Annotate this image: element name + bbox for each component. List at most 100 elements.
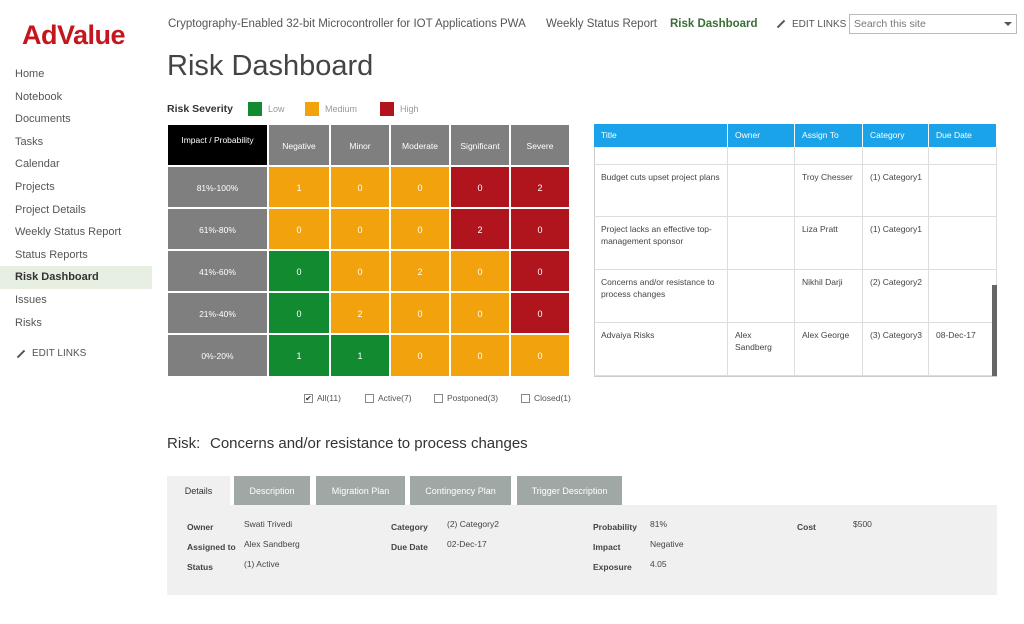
field-label: Status	[187, 562, 213, 572]
table-cell[interactable]: (3) Category3	[863, 323, 929, 376]
side-nav-link[interactable]: Risk Dashboard	[15, 271, 99, 284]
matrix-column-header: Negative	[268, 124, 330, 166]
matrix-cell[interactable]: 0	[330, 250, 390, 292]
table-cell[interactable]	[929, 270, 997, 323]
field-label: Probability	[593, 522, 637, 532]
matrix-cell[interactable]: 2	[330, 292, 390, 334]
matrix-row-label: 61%-80%	[167, 208, 268, 250]
side-nav-link[interactable]: Risks	[15, 316, 42, 329]
legend-title: Risk Severity	[167, 103, 233, 115]
field-value: Swati Trivedi	[244, 519, 293, 529]
legend-swatch	[305, 102, 319, 116]
matrix-cell[interactable]: 0	[510, 292, 570, 334]
matrix-cell[interactable]: 1	[268, 166, 330, 208]
table-cell[interactable]	[929, 165, 997, 217]
side-nav-link[interactable]: Projects	[15, 181, 55, 193]
table-cell[interactable]: Project lacks an effective top-managemen…	[594, 217, 728, 270]
scrollbar-thumb	[992, 285, 997, 376]
edit-links[interactable]: EDIT LINKS	[792, 19, 847, 30]
matrix-cell[interactable]: 0	[390, 292, 450, 334]
table-cell[interactable]	[728, 270, 795, 323]
table-cell[interactable]: Advaiya Risks	[594, 323, 728, 376]
tab[interactable]: Description	[234, 476, 310, 506]
table-cell[interactable]: Alex Sandberg	[728, 323, 795, 376]
matrix-cell[interactable]: 0	[330, 166, 390, 208]
table-cell[interactable]: Troy Chesser	[795, 165, 863, 217]
matrix-cell[interactable]: 0	[450, 166, 510, 208]
matrix-row-label: 0%-20%	[167, 334, 268, 377]
matrix-cell[interactable]: 0	[268, 292, 330, 334]
search-box[interactable]: Search this site	[849, 14, 1017, 34]
risk-table	[594, 124, 997, 377]
top-nav-link[interactable]: Risk Dashboard	[670, 18, 758, 30]
side-nav-link[interactable]: Weekly Status Report	[15, 226, 122, 239]
search-dropdown[interactable]	[1004, 22, 1012, 26]
matrix-cell[interactable]: 0	[268, 250, 330, 292]
table-cell	[795, 147, 863, 165]
matrix-cell[interactable]: 0	[450, 334, 510, 377]
top-nav-link[interactable]: Cryptography-Enabled 32-bit Microcontrol…	[168, 18, 497, 30]
table-cell[interactable]: Concerns and/or resistance to process ch…	[594, 270, 728, 323]
risk-title: Concerns and/or resistance to process ch…	[210, 435, 528, 452]
table-cell	[929, 147, 997, 165]
matrix-cell[interactable]: 0	[330, 208, 390, 250]
filter-checkbox[interactable]	[521, 394, 530, 403]
matrix-cell[interactable]: 0	[268, 208, 330, 250]
table-cell[interactable]: Liza Pratt	[795, 217, 863, 270]
matrix-cell[interactable]: 0	[390, 166, 450, 208]
matrix-cell[interactable]: 2	[450, 208, 510, 250]
filter-checkbox[interactable]	[365, 394, 374, 403]
matrix-cell[interactable]: 2	[510, 166, 570, 208]
side-nav-link[interactable]: Documents	[15, 113, 71, 126]
field-value: 81%	[650, 519, 668, 529]
table-header: Category	[863, 124, 929, 147]
table-cell[interactable]: Budget cuts upset project plans	[594, 165, 728, 217]
edit-links[interactable]: EDIT LINKS	[32, 348, 87, 359]
matrix-cell[interactable]: 0	[510, 208, 570, 250]
filter-label[interactable]: All(11)	[317, 393, 341, 403]
filter-label[interactable]: Active(7)	[378, 393, 412, 403]
field-label: Assigned to	[187, 542, 236, 552]
matrix-cell[interactable]: 0	[510, 334, 570, 377]
field-label: Due Date	[391, 542, 428, 552]
tab[interactable]: Migration Plan	[316, 476, 405, 506]
table-cell[interactable]: (2) Category2	[863, 270, 929, 323]
side-nav-link[interactable]: Project Details	[15, 203, 86, 216]
filter-label[interactable]: Postponed(3)	[447, 393, 499, 403]
side-nav-link[interactable]: Issues	[15, 294, 47, 306]
matrix-cell[interactable]: 0	[390, 208, 450, 250]
matrix-cell[interactable]: 0	[450, 250, 510, 292]
legend-swatch	[380, 102, 394, 116]
top-nav-link[interactable]: Weekly Status Report	[546, 18, 658, 30]
matrix-cell[interactable]: 0	[390, 334, 450, 377]
table-header: Title	[594, 124, 728, 147]
table-cell[interactable]	[728, 165, 795, 217]
matrix-cell[interactable]: 0	[450, 292, 510, 334]
table-cell[interactable]: (1) Category1	[863, 165, 929, 217]
table-cell[interactable]: 08-Dec-17	[929, 323, 997, 376]
table-cell[interactable]: Alex George	[795, 323, 863, 376]
table-cell[interactable]	[728, 217, 795, 270]
side-nav-link[interactable]: Status Reports	[15, 248, 88, 261]
filter-checkbox[interactable]	[434, 394, 443, 403]
table-cell[interactable]	[929, 217, 997, 270]
top-nav-link[interactable]: PWA	[500, 18, 526, 30]
matrix-cell[interactable]: 1	[330, 334, 390, 377]
matrix-cell[interactable]: 2	[390, 250, 450, 292]
edit-icon	[16, 349, 26, 359]
field-label: Exposure	[593, 562, 632, 572]
table-cell[interactable]: (1) Category1	[863, 217, 929, 270]
tab[interactable]: Contingency Plan	[410, 476, 511, 506]
edit-icon	[776, 19, 786, 29]
matrix-cell[interactable]: 1	[268, 334, 330, 377]
filter-label[interactable]: Closed(1)	[534, 393, 571, 403]
table-cell[interactable]: Nikhil Darji	[795, 270, 863, 323]
side-nav-link[interactable]: Home	[15, 68, 45, 80]
matrix-cell[interactable]: 0	[510, 250, 570, 292]
side-nav-link[interactable]: Calendar	[15, 158, 60, 171]
tab[interactable]: Trigger Description	[517, 476, 622, 506]
tab[interactable]: Details	[167, 476, 230, 506]
side-nav-link[interactable]: Tasks	[15, 135, 44, 148]
filter-checkbox[interactable]: ✔	[304, 394, 313, 403]
side-nav-link[interactable]: Notebook	[15, 90, 63, 103]
